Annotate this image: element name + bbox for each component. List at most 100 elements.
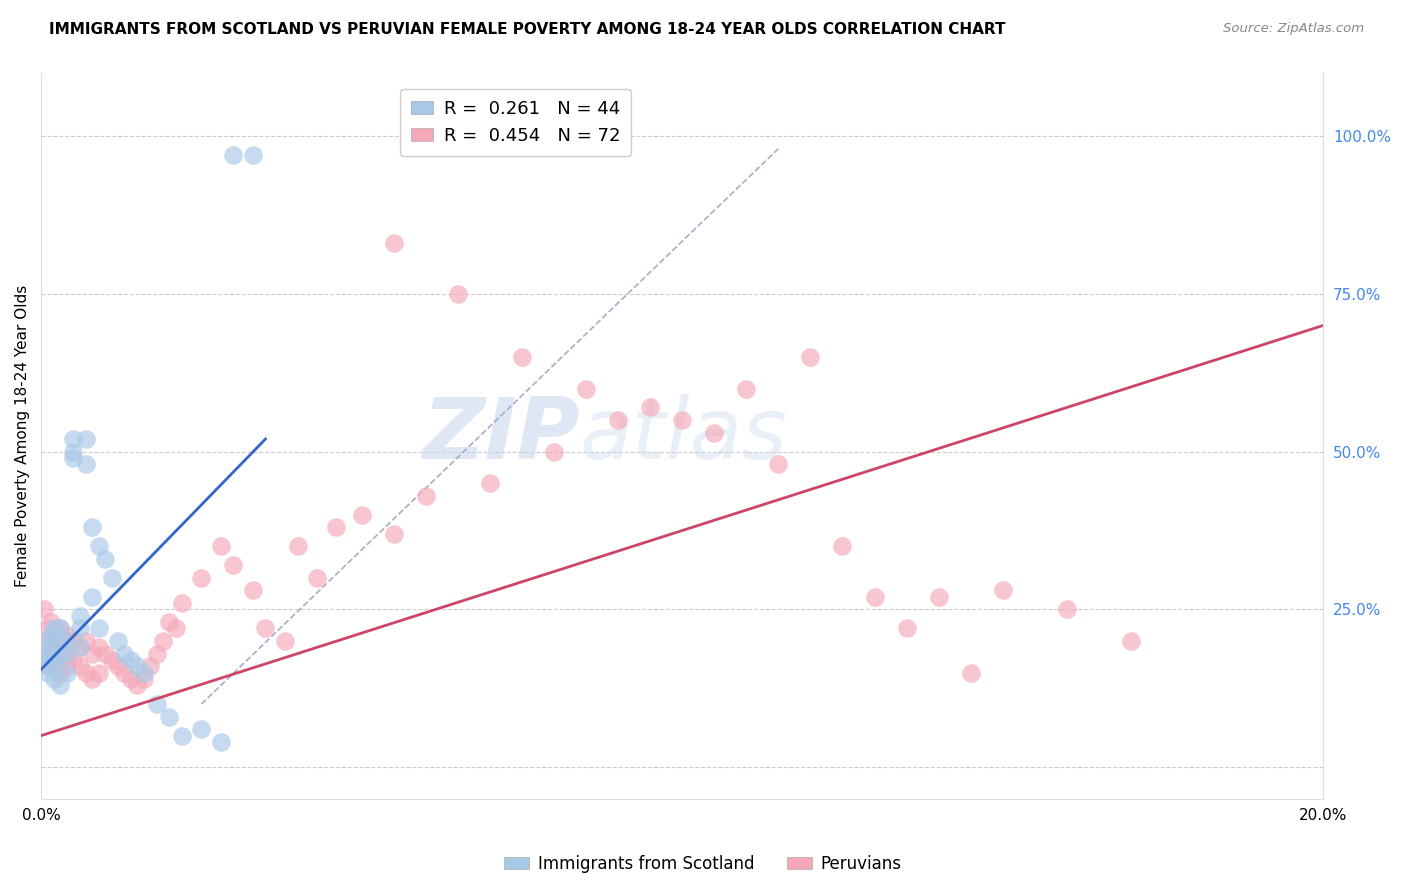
Point (132, 672, 155, 686)
Point (55, 659, 77, 673)
Point (107, 634, 129, 648)
Point (145, 647, 167, 661)
Point (49, 647, 72, 661)
Point (382, 236, 405, 251)
Legend: Immigrants from Scotland, Peruvians: Immigrants from Scotland, Peruvians (498, 848, 908, 880)
Point (114, 647, 136, 661)
Point (510, 350, 533, 364)
Point (42, 653, 65, 667)
Point (37, 621, 59, 635)
Point (100, 571, 122, 585)
Point (75, 634, 97, 648)
Point (62, 653, 84, 667)
Point (127, 678, 149, 692)
Point (415, 489, 437, 503)
Text: atlas: atlas (579, 394, 787, 477)
Point (49, 678, 72, 692)
Point (100, 653, 122, 667)
Point (42, 621, 65, 635)
Text: IMMIGRANTS FROM SCOTLAND VS PERUVIAN FEMALE POVERTY AMONG 18-24 YEAR OLDS CORREL: IMMIGRANTS FROM SCOTLAND VS PERUVIAN FEM… (49, 22, 1005, 37)
Point (49, 621, 72, 635)
Point (959, 665, 981, 680)
Point (190, 571, 212, 585)
Point (1119, 634, 1142, 648)
Point (42, 628, 65, 642)
Point (575, 382, 598, 396)
Point (831, 539, 853, 553)
Point (37, 647, 59, 661)
Point (42, 659, 65, 673)
Point (190, 723, 212, 737)
Point (75, 432, 97, 446)
Point (703, 425, 725, 440)
Point (62, 432, 84, 446)
Point (382, 526, 405, 541)
Point (39, 640, 62, 655)
Point (172, 596, 194, 610)
Point (62, 634, 84, 648)
Point (1056, 602, 1078, 616)
Point (69, 659, 91, 673)
Point (478, 476, 501, 491)
Point (242, 583, 264, 598)
Point (305, 571, 328, 585)
Point (222, 148, 245, 162)
Point (209, 539, 232, 553)
Point (82, 590, 104, 604)
Point (37, 653, 59, 667)
Point (209, 735, 232, 749)
Point (55, 628, 77, 642)
Point (120, 653, 142, 667)
Point (75, 665, 97, 680)
Point (37, 634, 59, 648)
Point (55, 647, 77, 661)
Point (37, 634, 59, 648)
Point (157, 709, 180, 723)
Point (157, 615, 180, 629)
Point (242, 148, 264, 162)
Point (145, 697, 167, 711)
Point (165, 621, 187, 635)
Point (34, 602, 56, 616)
Point (287, 539, 309, 553)
Point (87, 539, 110, 553)
Point (350, 508, 373, 522)
Point (928, 590, 950, 604)
Point (75, 457, 97, 471)
Point (37, 659, 59, 673)
Point (87, 665, 110, 680)
Point (62, 444, 84, 458)
Point (114, 665, 136, 680)
Point (274, 634, 297, 648)
Point (638, 401, 661, 415)
Point (37, 665, 59, 680)
Point (69, 640, 91, 655)
Text: ZIP: ZIP (422, 394, 579, 477)
Point (607, 413, 630, 427)
Point (222, 558, 245, 573)
Point (55, 665, 77, 680)
Point (69, 608, 91, 623)
Point (42, 672, 65, 686)
Point (69, 640, 91, 655)
Point (132, 665, 155, 680)
Point (49, 634, 72, 648)
Point (172, 729, 194, 743)
Point (447, 286, 470, 301)
Point (152, 634, 174, 648)
Point (94, 552, 117, 566)
Point (94, 647, 117, 661)
Point (55, 647, 77, 661)
Point (55, 634, 77, 648)
Point (87, 640, 110, 655)
Point (254, 621, 277, 635)
Point (82, 672, 104, 686)
Point (139, 659, 162, 673)
Point (87, 621, 110, 635)
Point (42, 653, 65, 667)
Point (49, 640, 72, 655)
Point (69, 621, 91, 635)
Point (799, 350, 821, 364)
Point (325, 520, 347, 534)
Point (671, 413, 693, 427)
